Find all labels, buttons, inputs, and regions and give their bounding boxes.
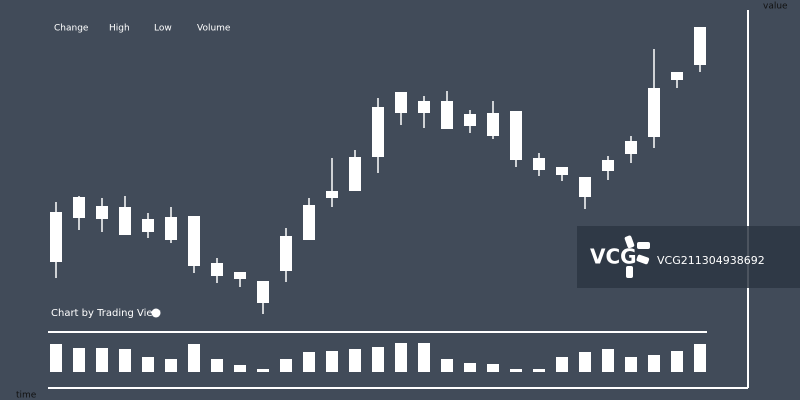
watermark-flower bbox=[624, 235, 650, 278]
volume-bar bbox=[303, 352, 315, 372]
candle-body bbox=[671, 72, 683, 80]
volume-bar bbox=[648, 355, 660, 372]
y-axis-label: value bbox=[763, 2, 788, 12]
candle-body bbox=[418, 101, 430, 113]
candle-body bbox=[602, 160, 614, 171]
volume-bar bbox=[602, 349, 614, 372]
candle-body bbox=[142, 219, 154, 232]
candle-body bbox=[119, 207, 131, 235]
watermark-box bbox=[577, 226, 800, 288]
legend-item: Change bbox=[54, 24, 89, 34]
watermark: VCG VCG211304938692 bbox=[577, 226, 800, 288]
candle-body bbox=[648, 88, 660, 137]
volume-bar bbox=[326, 351, 338, 372]
volume-bar bbox=[441, 359, 453, 372]
marks: Change High Low Volume bbox=[50, 24, 706, 372]
volume-bar bbox=[50, 344, 62, 372]
volume-bar bbox=[579, 352, 591, 372]
legend-item: Volume bbox=[197, 24, 231, 34]
volume-bar bbox=[418, 343, 430, 372]
candle-body bbox=[441, 101, 453, 129]
candle-body bbox=[395, 92, 407, 113]
volume-bar bbox=[280, 359, 292, 372]
volume-bar bbox=[671, 351, 683, 372]
candle-body bbox=[50, 212, 62, 262]
candle-body bbox=[349, 157, 361, 191]
candle-body bbox=[211, 263, 223, 276]
candle-body bbox=[188, 216, 200, 266]
volume-bar bbox=[142, 357, 154, 372]
candle-body bbox=[372, 107, 384, 157]
candle-body bbox=[234, 272, 246, 279]
candle-body bbox=[73, 197, 85, 218]
candle-body bbox=[556, 167, 568, 175]
volume-bar bbox=[395, 343, 407, 372]
candle-body bbox=[510, 111, 522, 160]
volume-bar bbox=[556, 357, 568, 372]
volume-bar bbox=[257, 369, 269, 372]
volume-bar bbox=[372, 347, 384, 372]
volume-bar bbox=[694, 344, 706, 372]
watermark-id: VCG211304938692 bbox=[657, 254, 765, 267]
x-axis-label: time bbox=[16, 391, 37, 400]
volume-bar bbox=[188, 344, 200, 372]
volume-bar bbox=[211, 359, 223, 372]
candle-body bbox=[280, 236, 292, 271]
volume-bar bbox=[119, 349, 131, 372]
volume-bar bbox=[464, 363, 476, 372]
credit: Chart by Trading View bbox=[51, 308, 161, 319]
volume-bar bbox=[510, 369, 522, 372]
candle-body bbox=[464, 114, 476, 126]
candle-body bbox=[533, 158, 545, 170]
candle-body bbox=[326, 191, 338, 198]
candle-body bbox=[487, 113, 499, 136]
candle-body bbox=[165, 217, 177, 240]
volume-bar bbox=[73, 348, 85, 372]
candle-body bbox=[579, 177, 591, 197]
watermark-logo: VCG bbox=[590, 245, 637, 269]
candle-body bbox=[257, 281, 269, 303]
volume-bar bbox=[625, 357, 637, 372]
legend-item: High bbox=[109, 24, 130, 34]
volume-bar bbox=[234, 365, 246, 372]
candle-body bbox=[303, 205, 315, 240]
volume-bar bbox=[533, 369, 545, 372]
volume-bar bbox=[349, 349, 361, 372]
candle-body bbox=[96, 206, 108, 219]
credit-icon bbox=[151, 308, 161, 318]
candle-body bbox=[694, 27, 706, 65]
volume-bar bbox=[487, 364, 499, 372]
candle-body bbox=[625, 141, 637, 154]
volume-bar bbox=[165, 359, 177, 372]
legend-item: Low bbox=[154, 24, 172, 34]
volume-bar bbox=[96, 348, 108, 372]
